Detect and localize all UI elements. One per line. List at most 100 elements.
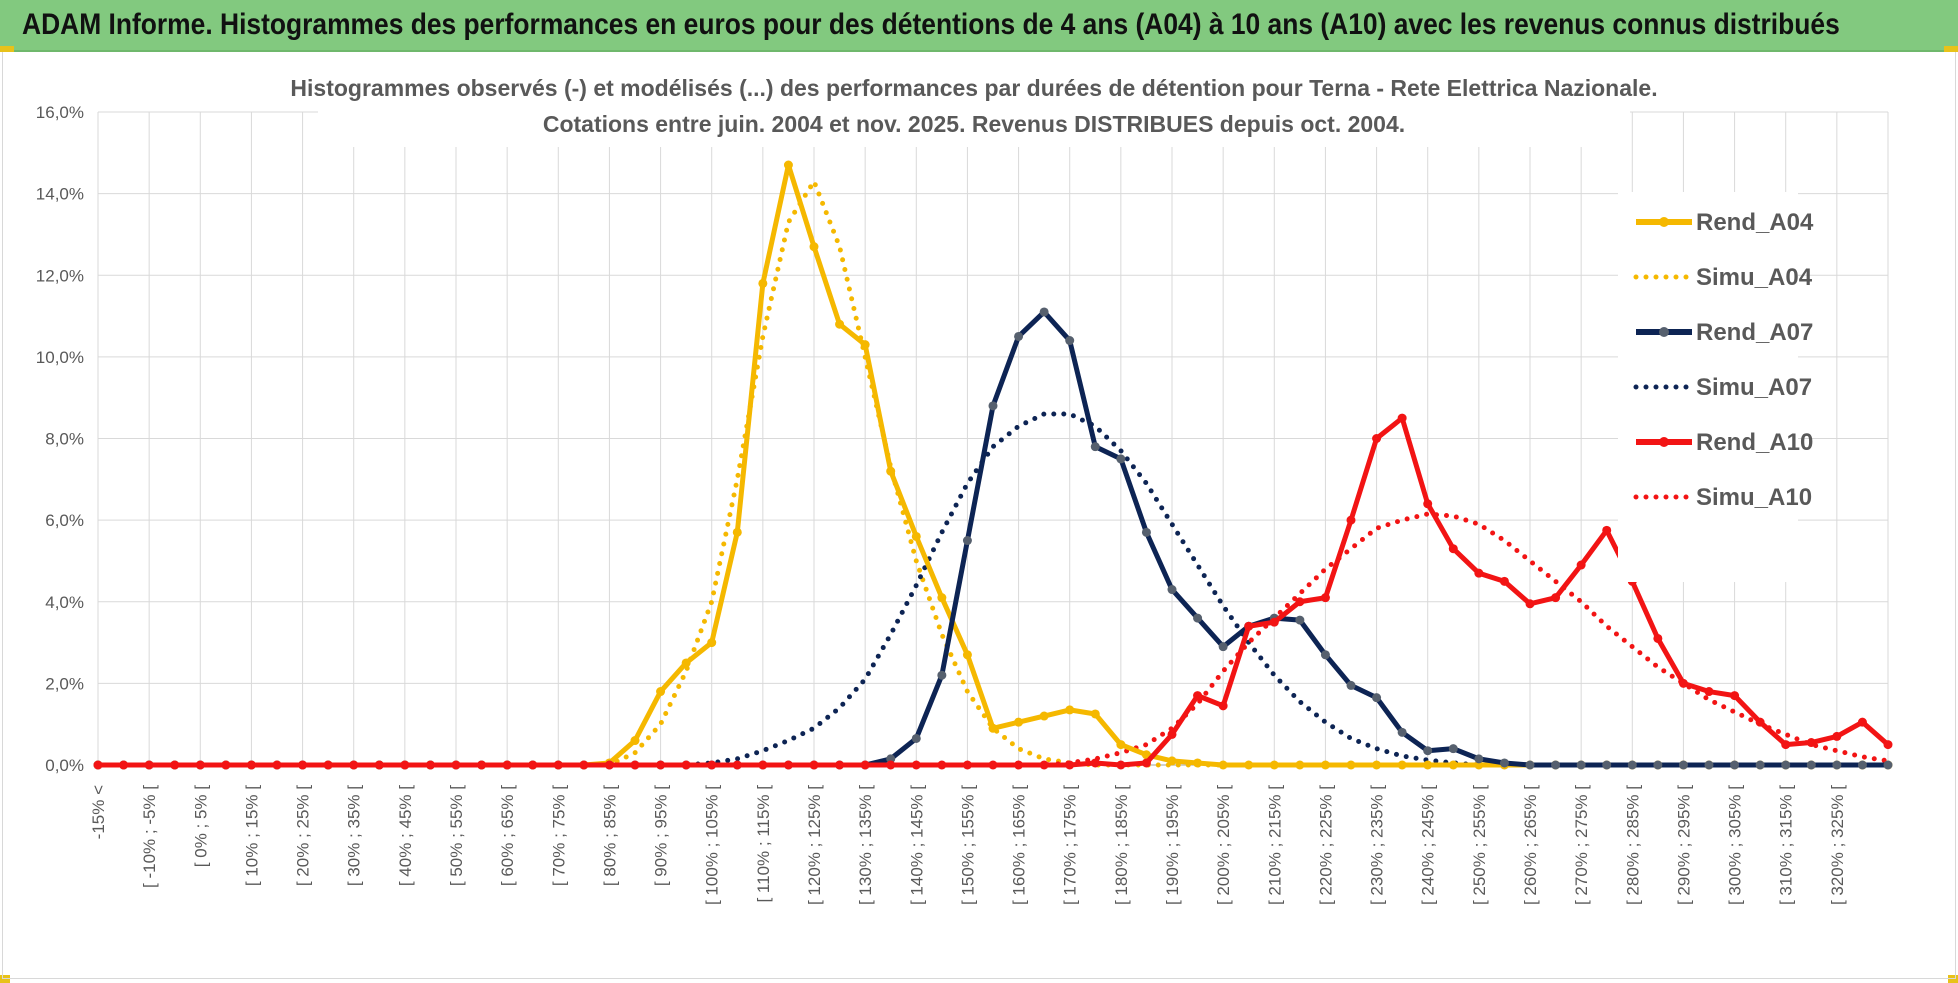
- data-point-rend-a10: [630, 760, 640, 770]
- x-tick-label: [ 70% ; 75% [: [549, 785, 568, 886]
- data-point-rend-a10: [1295, 597, 1305, 607]
- data-point-rend-a07: [1039, 307, 1049, 317]
- data-point-rend-a04: [937, 593, 947, 603]
- data-point-rend-a07: [1141, 527, 1151, 537]
- legend-label-rend-a07: Rend_A07: [1696, 319, 1813, 346]
- data-point-rend-a07: [1704, 760, 1714, 770]
- data-point-rend-a07: [962, 536, 972, 546]
- corner-accent-top-right: [1944, 46, 1958, 52]
- data-point-rend-a10: [144, 760, 154, 770]
- data-point-rend-a10: [1372, 434, 1382, 443]
- data-point-rend-a07: [937, 670, 947, 680]
- data-point-rend-a10: [1244, 621, 1254, 631]
- data-point-rend-a07: [1065, 336, 1075, 346]
- data-point-rend-a07: [1525, 760, 1535, 770]
- data-point-rend-a10: [1781, 740, 1791, 750]
- x-tick-label: [ 160% ; 165% [: [1010, 785, 1029, 905]
- data-point-rend-a10: [477, 760, 487, 770]
- data-point-rend-a10: [1167, 729, 1177, 739]
- x-tick-label: [ 250% ; 255% [: [1470, 785, 1489, 905]
- data-point-rend-a07: [1653, 760, 1663, 770]
- data-point-rend-a10: [707, 760, 717, 770]
- chart-title: Histogrammes observés (-) et modélisés (…: [290, 73, 1658, 147]
- data-point-rend-a04: [1320, 760, 1330, 770]
- data-point-rend-a07: [1499, 758, 1509, 768]
- data-point-rend-a10: [1653, 633, 1663, 643]
- legend-marker-rend-a04: [1659, 217, 1669, 227]
- x-tick-label: [ 290% ; 295% [: [1674, 785, 1693, 905]
- data-point-rend-a04: [1116, 740, 1126, 750]
- data-point-rend-a10: [1730, 691, 1740, 701]
- data-point-rend-a10: [170, 760, 180, 770]
- data-point-rend-a10: [1883, 740, 1893, 750]
- data-point-rend-a10: [732, 760, 742, 770]
- x-tick-label: [ 300% ; 305% [: [1726, 785, 1745, 905]
- data-point-rend-a10: [1704, 687, 1714, 697]
- data-point-rend-a10: [1525, 599, 1535, 609]
- x-tick-label: [ 180% ; 185% [: [1112, 785, 1131, 905]
- data-point-rend-a04: [1295, 760, 1305, 770]
- x-tick-label: [ 80% ; 85% [: [600, 785, 619, 886]
- data-point-rend-a10: [323, 760, 333, 770]
- data-point-rend-a04: [988, 723, 998, 733]
- data-point-rend-a04: [630, 736, 640, 746]
- data-point-rend-a10: [1397, 413, 1407, 423]
- y-tick-label: 0,0%: [45, 756, 84, 775]
- data-point-rend-a10: [1448, 544, 1458, 554]
- data-point-rend-a04: [1448, 760, 1458, 770]
- data-point-rend-a10: [1014, 760, 1024, 770]
- legend-marker-rend-a07: [1659, 327, 1669, 337]
- series-lines: [93, 160, 1893, 770]
- data-point-rend-a07: [1551, 760, 1561, 770]
- x-tick-label: [ 270% ; 275% [: [1572, 785, 1591, 905]
- y-tick-label: 16,0%: [36, 103, 84, 122]
- data-point-rend-a04: [732, 527, 742, 537]
- data-point-rend-a07: [1193, 613, 1203, 623]
- data-point-rend-a04: [707, 638, 717, 648]
- legend-label-rend-a04: Rend_A04: [1696, 209, 1814, 236]
- data-point-rend-a07: [1730, 760, 1740, 770]
- x-tick-label: [ 140% ; 145% [: [907, 785, 926, 905]
- data-point-rend-a07: [1014, 331, 1024, 341]
- data-point-rend-a10: [1678, 678, 1688, 688]
- data-point-rend-a10: [272, 760, 282, 770]
- x-tick-label: [ 120% ; 125% [: [805, 785, 824, 905]
- data-point-rend-a10: [1806, 738, 1816, 748]
- data-point-rend-a10: [911, 760, 921, 770]
- axes: 0,0% 2,0% 4,0% 6,0% 8,0% 10,0% 12,0% 14,0% 16,0%…: [36, 103, 1888, 905]
- data-point-rend-a04: [1346, 760, 1356, 770]
- legend-label-simu-a04: Simu_A04: [1696, 264, 1813, 291]
- page-title: ADAM Informe. Histogrammes des performan…: [22, 8, 1840, 41]
- x-tick-label: [ 210% ; 215% [: [1265, 785, 1284, 905]
- x-tick-label: [ 20% ; 25% [: [294, 785, 313, 886]
- data-point-rend-a07: [1218, 642, 1228, 652]
- data-point-rend-a07: [1295, 615, 1305, 625]
- data-point-rend-a10: [195, 760, 205, 770]
- chart-title-line-1: Histogrammes observés (-) et modélisés (…: [290, 75, 1657, 101]
- x-tick-label: [ 220% ; 225% [: [1316, 785, 1335, 905]
- x-tick-label: [ 90% ; 95% [: [652, 785, 671, 886]
- data-point-rend-a10: [758, 760, 768, 770]
- data-point-rend-a10: [962, 760, 972, 770]
- x-tick-label: [ 0% ; 5% [: [191, 785, 210, 867]
- data-point-rend-a10: [119, 760, 129, 770]
- data-point-rend-a10: [1423, 499, 1433, 509]
- data-point-rend-a10: [451, 760, 461, 770]
- data-point-rend-a10: [553, 760, 563, 770]
- data-point-rend-a07: [1857, 760, 1867, 770]
- data-point-rend-a04: [656, 687, 666, 697]
- x-tick-label: [ 130% ; 135% [: [856, 785, 875, 905]
- data-point-rend-a04: [1167, 756, 1177, 766]
- data-point-rend-a04: [1244, 760, 1254, 770]
- frame-right-edge: [1955, 52, 1956, 978]
- data-point-rend-a10: [1039, 760, 1049, 770]
- legend-label-simu-a10: Simu_A10: [1696, 484, 1812, 511]
- data-point-rend-a07: [1576, 760, 1586, 770]
- data-point-rend-a04: [681, 658, 691, 668]
- data-point-rend-a10: [1346, 515, 1356, 525]
- y-tick-label: 4,0%: [45, 593, 84, 612]
- data-point-rend-a10: [783, 760, 793, 770]
- data-point-rend-a10: [374, 760, 384, 770]
- data-point-rend-a10: [681, 760, 691, 770]
- data-point-rend-a10: [1218, 701, 1228, 711]
